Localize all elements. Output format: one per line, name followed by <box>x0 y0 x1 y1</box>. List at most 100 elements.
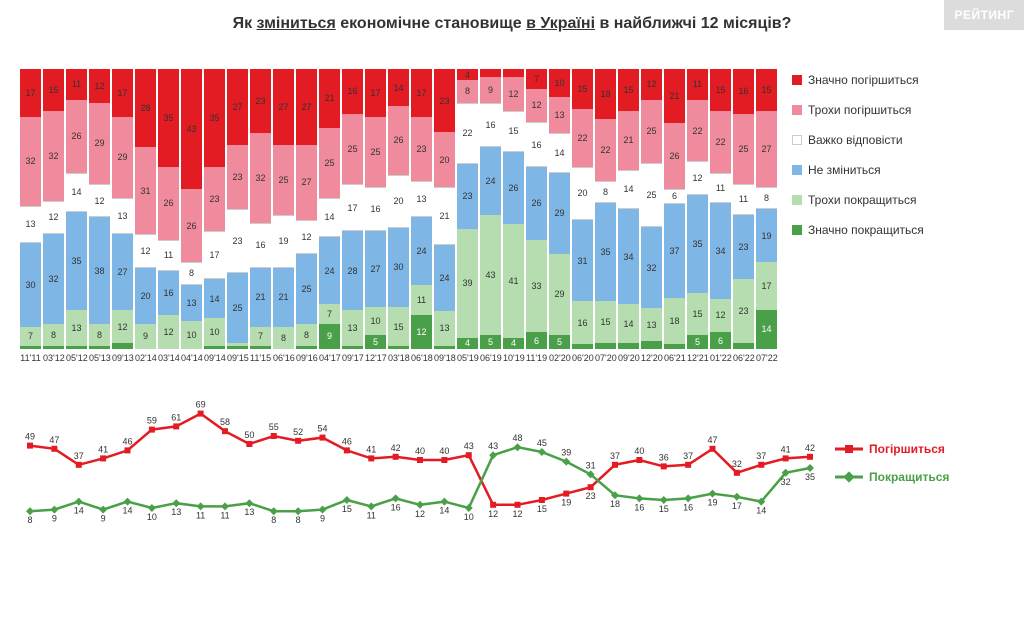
bar-segment: 17 <box>411 69 432 117</box>
line-value-label: 8 <box>27 515 32 525</box>
bar-segment: 32 <box>43 234 64 324</box>
bar-segment: 25 <box>365 117 386 187</box>
bar-segment: 35 <box>158 69 179 167</box>
line-marker <box>319 506 327 514</box>
bar-period-label: 06'20 <box>572 353 593 363</box>
bar-segment: 13 <box>411 181 432 217</box>
line-value-label: 55 <box>269 422 279 432</box>
bar-segment: 34 <box>710 203 731 298</box>
bar-segment: 32 <box>641 227 662 308</box>
line-value-label: 14 <box>756 506 766 516</box>
bar-period-label: 09'20 <box>618 353 639 363</box>
bar-stack: 3526111612 <box>158 69 179 349</box>
bar-segment <box>480 69 501 77</box>
bar-stack: 1522203116 <box>572 69 593 349</box>
bar-segment: 19 <box>273 215 294 268</box>
line-marker <box>514 443 522 451</box>
bar-segment: 29 <box>112 117 133 198</box>
bar-stack: 153212328 <box>43 69 64 349</box>
bar-segment: 32 <box>250 133 271 223</box>
bar-segment: 6 <box>526 332 547 349</box>
bar-segment: 14 <box>618 304 639 343</box>
bar-segment: 14 <box>319 198 340 237</box>
line-chart-svg: 4947374146596169585055525446414240404312… <box>20 388 820 538</box>
line-value-label: 11 <box>196 510 205 520</box>
bar-period-label: 02'14 <box>135 353 156 363</box>
bar-period-label: 09'16 <box>296 353 317 363</box>
bar-segment <box>641 341 662 349</box>
bar-column: 152114341409'20 <box>618 69 639 363</box>
bar-stack: 482223394 <box>457 69 478 349</box>
line-marker <box>295 438 301 444</box>
bar-segment: 4 <box>457 338 478 349</box>
bar-column: 212514247904'17 <box>319 69 340 363</box>
line-value-label: 14 <box>122 506 132 516</box>
line-marker <box>27 443 33 449</box>
bar-period-label: 10'19 <box>503 353 524 363</box>
line-value-label: 19 <box>707 498 717 508</box>
bar-segment: 23 <box>250 69 271 133</box>
line-value-label: 41 <box>98 444 108 454</box>
line-marker <box>245 499 253 507</box>
bar-segment: 23 <box>227 145 248 209</box>
bar-stack: 2125142479 <box>319 69 340 349</box>
line-value-label: 43 <box>488 441 498 451</box>
bar-segment: 21 <box>319 69 340 128</box>
bar-segment: 37 <box>664 204 685 298</box>
bar-segment: 26 <box>503 152 524 224</box>
bar-period-label: 03'18 <box>388 353 409 363</box>
line-value-label: 16 <box>391 502 401 512</box>
bar-segment: 7 <box>526 69 547 89</box>
bar-segment: 43 <box>181 69 202 189</box>
line-value-label: 37 <box>610 451 620 461</box>
bar-period-label: 02'20 <box>549 353 570 363</box>
bar-segment: 31 <box>135 147 156 234</box>
bar-segment: 11 <box>710 173 731 204</box>
bar-segment: 17 <box>342 184 363 232</box>
line-marker <box>466 452 472 458</box>
line-value-label: 37 <box>756 451 766 461</box>
line-value-label: 12 <box>415 509 425 519</box>
line-value-label: 47 <box>49 435 59 445</box>
bar-segment: 12 <box>411 315 432 349</box>
line-marker <box>222 428 228 434</box>
bar-segment: 30 <box>388 228 409 307</box>
line-value-label: 14 <box>74 506 84 516</box>
bar-segment: 8 <box>273 327 294 349</box>
bar-segment: 24 <box>319 237 340 304</box>
bar-stack: 272712258 <box>296 69 317 349</box>
bar-column: 21266371806'21 <box>664 69 685 363</box>
legend-label: Важко відповісти <box>808 133 903 147</box>
bar-segment: 12 <box>43 201 64 235</box>
bar-segment: 13 <box>112 198 133 234</box>
line-value-label: 15 <box>537 504 547 514</box>
line-value-label: 58 <box>220 417 230 427</box>
bar-stack: 10131429295 <box>549 69 570 349</box>
bar-segment: 5 <box>365 335 386 349</box>
bar-segment: 17 <box>112 69 133 117</box>
legend-item: Не зміниться <box>792 163 924 177</box>
legend-item: Значно погіршиться <box>792 73 924 87</box>
bar-segment: 21 <box>664 69 685 122</box>
line-marker <box>563 491 569 497</box>
bar-segment: 8 <box>43 324 64 346</box>
bar-column: 17321330711'11 <box>20 69 41 363</box>
bar-column: 12152641410'19 <box>503 69 524 363</box>
bar-segment <box>388 346 409 349</box>
line-value-label: 42 <box>805 443 815 453</box>
line-marker <box>783 455 789 461</box>
bar-segment <box>112 343 133 349</box>
bar-segment <box>434 346 455 349</box>
line-value-label: 43 <box>464 441 474 451</box>
bar-segment: 11 <box>411 285 432 316</box>
bar-segment: 8 <box>296 324 317 346</box>
bar-segment: 11 <box>687 69 708 100</box>
bar-column: 352317141009'14 <box>204 69 225 363</box>
bar-period-label: 12'20 <box>641 353 662 363</box>
bar-period-label: 07'22 <box>756 353 777 363</box>
line-marker <box>99 506 107 514</box>
bar-column: 12291238805'13 <box>89 69 110 363</box>
line-marker <box>661 463 667 469</box>
bar-segment: 26 <box>388 106 409 175</box>
bar-column: 28311220902'14 <box>135 69 156 363</box>
